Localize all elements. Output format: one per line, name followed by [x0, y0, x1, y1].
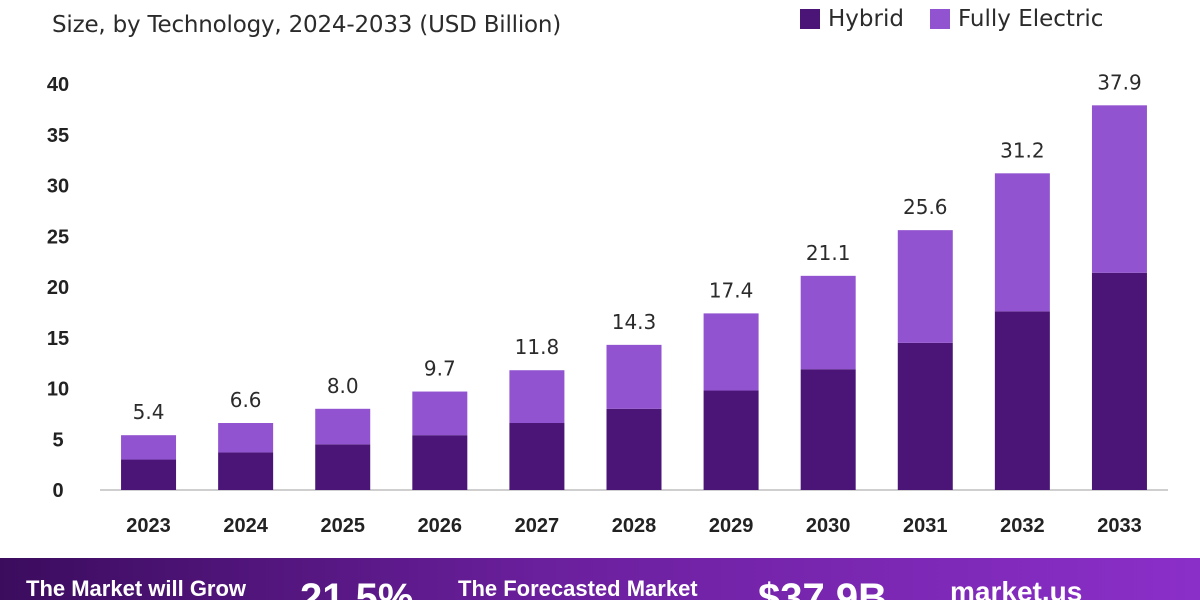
bar-segment-fully-electric [509, 370, 565, 424]
banner-forecast-text: The Forecasted Market [458, 576, 698, 600]
bar-segment-hybrid [606, 408, 662, 490]
bar-total-label: 21.1 [806, 241, 851, 265]
bar-segment-fully-electric [897, 230, 953, 343]
bar-total-label: 31.2 [1000, 138, 1045, 162]
bar-segment-hybrid [509, 423, 565, 490]
bar-segment-hybrid [412, 435, 468, 490]
chart-subtitle: Size, by Technology, 2024-2033 (USD Bill… [52, 12, 562, 38]
y-tick-label: 35 [47, 125, 69, 147]
y-tick-label: 15 [47, 328, 69, 350]
bar-segment-hybrid [218, 452, 274, 490]
bar-segment-hybrid [994, 311, 1050, 490]
y-tick-label: 10 [47, 379, 69, 401]
bar-total-label: 37.9 [1097, 70, 1142, 94]
banner-grow-text: The Market will Grow [26, 576, 247, 600]
stacked-bar-chart: 05101520253035405.420236.620248.020259.7… [47, 70, 1168, 537]
legend-swatch-fully-electric [929, 9, 950, 29]
y-tick-label: 40 [47, 74, 69, 96]
bar-segment-fully-electric [412, 391, 468, 436]
x-tick-label: 2029 [709, 515, 754, 537]
bar-segment-fully-electric [800, 275, 856, 370]
bar-total-label: 25.6 [903, 195, 948, 219]
bar-segment-hybrid [315, 444, 371, 490]
bar-total-label: 5.4 [133, 400, 165, 424]
banner-brand-logo: market.us [950, 576, 1083, 600]
x-tick-label: 2030 [806, 515, 851, 537]
bar-total-label: 11.8 [515, 335, 560, 359]
y-tick-label: 30 [47, 176, 69, 198]
bar-segment-fully-electric [315, 408, 371, 445]
legend-item-fully-electric: Fully Electric [929, 6, 1104, 32]
bar-total-label: 17.4 [709, 278, 754, 302]
bar-segment-fully-electric [121, 435, 177, 460]
bar-total-label: 8.0 [327, 374, 359, 398]
y-tick-label: 5 [52, 429, 63, 451]
y-tick-label: 0 [52, 480, 63, 502]
x-tick-label: 2032 [1000, 515, 1045, 537]
bar-segment-fully-electric [994, 173, 1050, 312]
legend-item-hybrid: Hybrid [800, 6, 904, 32]
y-tick-label: 20 [47, 277, 69, 299]
bar-segment-fully-electric [703, 313, 759, 391]
banner-market-size: $37.9B [758, 576, 887, 600]
bar-segment-fully-electric [1091, 105, 1147, 273]
x-tick-label: 2026 [418, 515, 463, 537]
x-tick-label: 2023 [126, 515, 171, 537]
legend-label-hybrid: Hybrid [828, 6, 904, 32]
y-tick-label: 25 [47, 226, 69, 248]
banner: The Market will Grow 21.5% The Forecaste… [0, 558, 1200, 600]
bar-total-label: 6.6 [230, 388, 262, 412]
x-tick-label: 2031 [903, 515, 948, 537]
x-tick-label: 2024 [223, 515, 268, 537]
x-tick-label: 2028 [612, 515, 657, 537]
bar-total-label: 9.7 [424, 357, 456, 381]
x-tick-label: 2033 [1097, 515, 1142, 537]
legend-label-fully-electric: Fully Electric [957, 6, 1104, 32]
bar-segment-hybrid [897, 342, 953, 490]
legend: Hybrid Fully Electric [800, 4, 1103, 34]
x-tick-label: 2025 [320, 515, 365, 537]
bar-segment-hybrid [800, 369, 856, 490]
bar-segment-fully-electric [606, 344, 662, 409]
bar-total-label: 14.3 [612, 310, 657, 334]
banner-cagr: 21.5% [300, 576, 414, 600]
bar-segment-hybrid [121, 459, 177, 490]
x-tick-label: 2027 [515, 515, 560, 537]
bar-segment-hybrid [1091, 272, 1147, 490]
bar-segment-hybrid [703, 390, 759, 490]
bar-segment-fully-electric [218, 423, 274, 453]
legend-swatch-hybrid [800, 9, 820, 29]
